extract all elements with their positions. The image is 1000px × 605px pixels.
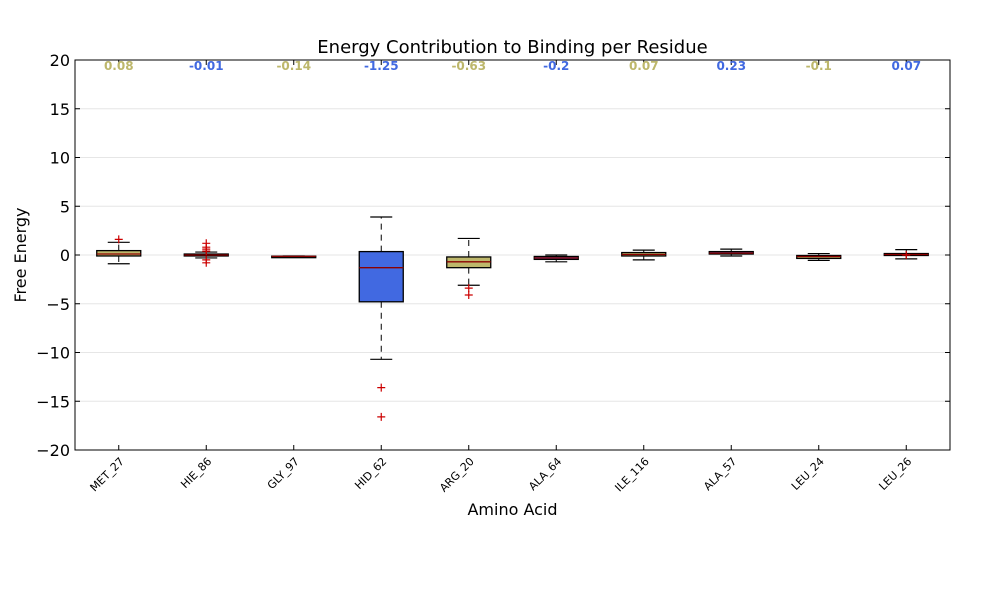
outlier-marker: [377, 383, 386, 392]
x-tick-label: LEU_24: [789, 455, 827, 493]
y-tick-label: 20: [50, 51, 70, 70]
boxes-layer: [96, 216, 929, 421]
y-tick-label: 0: [60, 246, 70, 265]
iqr-box: [358, 250, 404, 303]
box-met-27: [96, 235, 142, 265]
x-tick-label: ALA_64: [526, 455, 564, 493]
axes-layer: 20 15 10 5 0 −5 −10 −15 −20 MET_27 HIE_86 GLY_97 HID…: [36, 51, 950, 495]
median-value-label: -0.63: [451, 59, 486, 73]
outlier-marker: [902, 251, 911, 259]
outlier-marker: [114, 235, 123, 244]
median-value-label: 0.23: [716, 59, 746, 73]
median-value-label: 0.07: [629, 59, 659, 73]
y-tick-label: −20: [36, 441, 70, 460]
iqr-box: [96, 249, 142, 257]
outlier-marker: [464, 284, 473, 293]
box-ala-64: [533, 254, 579, 263]
outlier-marker: [464, 290, 473, 299]
box-leu-26: [883, 249, 929, 260]
box-ile-116: [621, 249, 667, 261]
x-tick-label: HID_62: [352, 455, 389, 492]
median-value-label: -0.01: [189, 59, 224, 73]
y-tick-label: −10: [36, 344, 70, 363]
median-value-label: -0.2: [543, 59, 569, 73]
x-tick-label: GLY_97: [265, 455, 302, 492]
median-value-label: -1.25: [364, 59, 399, 73]
x-tick-label: LEU_26: [876, 455, 914, 493]
y-tick-label: −15: [36, 392, 70, 411]
box-gly-97: [271, 255, 317, 259]
y-tick-label: −5: [46, 295, 70, 314]
chart-title: Energy Contribution to Binding per Resid…: [317, 37, 707, 58]
median-value-label: 0.07: [891, 59, 921, 73]
box-arg-20: [446, 237, 492, 299]
median-labels-layer: 0.08 -0.01 -0.14 -1.25 -0.63 -0.2 0.07 0.23 -0.1…: [104, 59, 921, 73]
outlier-marker: [202, 239, 211, 248]
box-leu-24: [796, 252, 842, 261]
median-value-label: -0.14: [276, 59, 311, 73]
box-hid-62: [358, 216, 404, 421]
median-value-label: -0.1: [806, 59, 832, 73]
x-tick-label: HIE_86: [178, 455, 214, 491]
box-hie-86: [183, 239, 229, 267]
x-tick-label: MET_27: [88, 455, 127, 494]
x-tick-label: ARG_20: [437, 455, 477, 495]
y-tick-label: 10: [50, 149, 70, 168]
outlier-marker: [202, 258, 211, 267]
y-tick-label: 5: [60, 197, 70, 216]
x-tick-label: ALA_57: [701, 455, 739, 493]
x-tick-label: ILE_116: [612, 455, 651, 494]
outlier-marker: [377, 412, 386, 421]
y-tick-label: 15: [50, 100, 70, 119]
median-value-label: 0.08: [104, 59, 134, 73]
y-axis-label: Free Energy: [11, 207, 30, 302]
box-ala-57: [708, 248, 754, 257]
x-axis-label: Amino Acid: [467, 500, 557, 519]
